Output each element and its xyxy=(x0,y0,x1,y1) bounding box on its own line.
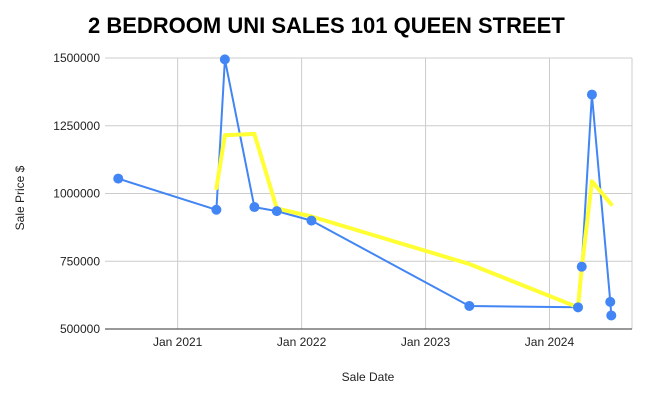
y-tick-label: 500000 xyxy=(60,322,100,336)
x-axis-label: Sale Date xyxy=(342,370,395,384)
axes: 500000 750000 1000000 1250000 1500000 Jan 202… xyxy=(53,51,632,349)
data-point xyxy=(219,54,230,65)
x-tick-label: Jan 2024 xyxy=(525,335,575,349)
data-point xyxy=(586,89,597,100)
y-tick-label: 1250000 xyxy=(53,119,100,133)
y-tick-label: 1500000 xyxy=(53,51,100,65)
data-point xyxy=(605,296,616,307)
y-tick-label: 1000000 xyxy=(53,187,100,201)
y-tick-label: 750000 xyxy=(60,254,100,268)
data-point xyxy=(249,202,260,213)
x-tick-label: Jan 2023 xyxy=(401,335,451,349)
chart-title: 2 BEDROOM UNI SALES 101 QUEEN STREET xyxy=(88,13,565,38)
x-tick-label: Jan 2021 xyxy=(153,335,203,349)
data-point xyxy=(606,310,617,321)
trend-line xyxy=(214,131,614,310)
data-point xyxy=(573,302,584,313)
gridlines xyxy=(105,57,633,329)
data-point xyxy=(576,261,587,272)
data-point xyxy=(271,206,282,217)
y-axis-label: Sale Price $ xyxy=(13,165,27,230)
x-tick-label: Jan 2022 xyxy=(277,335,327,349)
data-point xyxy=(464,300,475,311)
sale-price-line xyxy=(117,58,613,317)
series xyxy=(113,54,617,321)
data-point xyxy=(113,173,124,184)
data-point xyxy=(306,215,317,226)
data-point xyxy=(211,204,222,215)
